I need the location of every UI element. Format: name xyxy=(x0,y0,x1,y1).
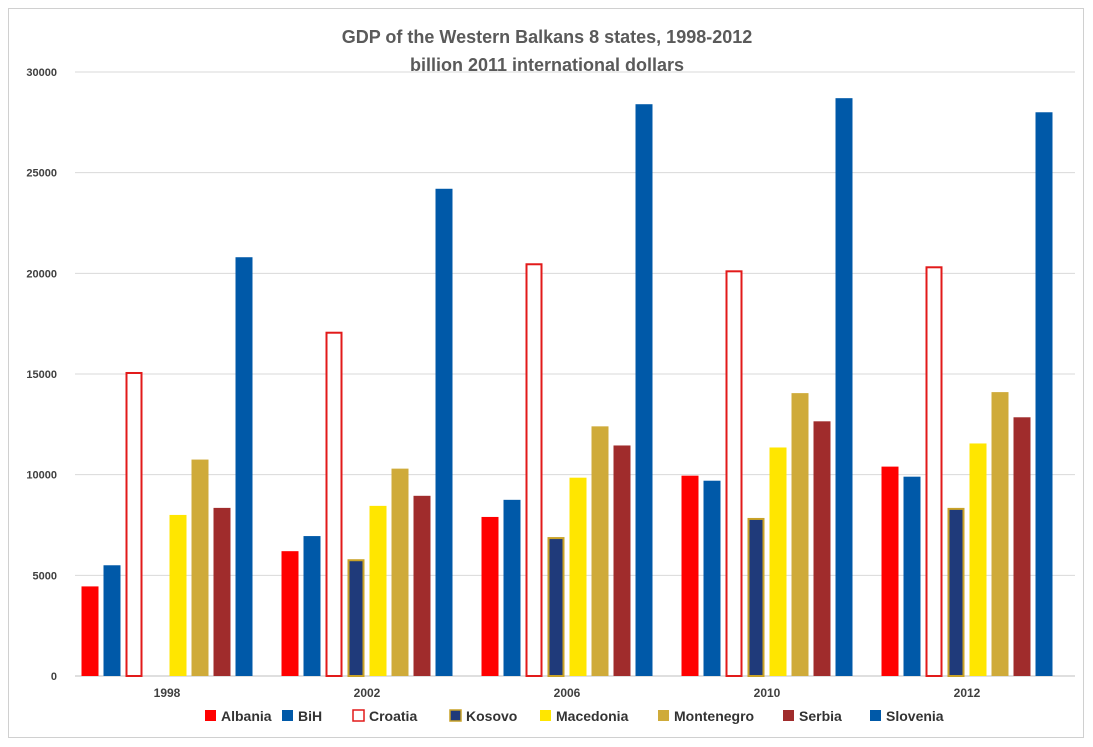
bar-croatia-2012 xyxy=(925,266,943,677)
legend-swatch xyxy=(783,710,794,721)
legend-label: Montenegro xyxy=(674,708,754,724)
x-tick-label: 1998 xyxy=(154,686,181,700)
legend-label: Serbia xyxy=(799,708,842,724)
legend-swatch xyxy=(449,709,462,722)
bar-macedonia-1998 xyxy=(169,514,187,676)
legend-label: Croatia xyxy=(369,708,417,724)
bar-serbia-2010 xyxy=(813,421,831,676)
legend-label: BiH xyxy=(298,708,322,724)
y-tick-label: 20000 xyxy=(26,268,57,280)
bars xyxy=(81,98,1053,678)
bar-slovenia-2010 xyxy=(835,98,853,676)
bar-montenegro-2012 xyxy=(991,392,1009,676)
bar-serbia-1998 xyxy=(213,507,231,676)
bar-slovenia-2012 xyxy=(1035,112,1053,677)
bar-kosovo-2012 xyxy=(947,507,965,677)
bar-croatia-2010 xyxy=(725,270,743,677)
legend-label: Macedonia xyxy=(556,708,629,724)
x-tick-label: 2006 xyxy=(554,686,581,700)
bar-montenegro-2010 xyxy=(791,393,809,676)
bar-macedonia-2002 xyxy=(369,505,387,676)
bar-serbia-2012 xyxy=(1013,417,1031,676)
y-axis: 0 5000 10000 15000 20000 25000 30000 xyxy=(26,67,57,683)
chart-subtitle: billion 2011 international dollars xyxy=(410,55,684,75)
bar-slovenia-2002 xyxy=(435,188,453,677)
legend-item-croatia: Croatia xyxy=(352,708,417,724)
legend-swatch xyxy=(282,710,293,721)
bar-montenegro-2006 xyxy=(591,426,609,676)
y-tick-label: 0 xyxy=(51,671,57,683)
bar-macedonia-2006 xyxy=(569,477,587,676)
legend-item-serbia: Serbia xyxy=(783,708,842,724)
legend-label: Slovenia xyxy=(886,708,944,724)
bar-bih-2010 xyxy=(703,480,721,676)
bar-slovenia-2006 xyxy=(635,104,653,677)
legend-label: Kosovo xyxy=(466,708,517,724)
bar-bih-1998 xyxy=(103,565,121,676)
legend-item-macedonia: Macedonia xyxy=(540,708,629,724)
legend-item-albania: Albania xyxy=(205,708,272,724)
bar-slovenia-1998 xyxy=(235,257,253,676)
legend-swatch xyxy=(540,710,551,721)
bar-serbia-2006 xyxy=(613,445,631,676)
legend-item-kosovo: Kosovo xyxy=(449,708,517,724)
bar-macedonia-2010 xyxy=(769,447,787,676)
bar-bih-2012 xyxy=(903,476,921,676)
y-tick-label: 25000 xyxy=(26,168,57,180)
bar-bih-2006 xyxy=(503,499,521,676)
bar-montenegro-2002 xyxy=(391,468,409,676)
y-tick-label: 5000 xyxy=(33,570,57,582)
bar-kosovo-2002 xyxy=(347,559,365,678)
legend-swatch xyxy=(658,710,669,721)
bar-albania-2002 xyxy=(281,551,299,676)
bar-macedonia-2012 xyxy=(969,443,987,676)
y-tick-label: 10000 xyxy=(26,470,57,482)
bar-albania-2010 xyxy=(681,475,699,676)
legend-swatch xyxy=(352,709,365,722)
x-tick-label: 2002 xyxy=(354,686,381,700)
legend-label: Albania xyxy=(221,708,272,724)
bar-croatia-2006 xyxy=(525,263,543,677)
x-tick-label: 2010 xyxy=(754,686,781,700)
legend-item-montenegro: Montenegro xyxy=(658,708,754,724)
bar-croatia-2002 xyxy=(325,331,343,677)
y-tick-label: 15000 xyxy=(26,369,57,381)
legend-item-slovenia: Slovenia xyxy=(870,708,944,724)
y-tick-label: 30000 xyxy=(26,67,57,79)
x-tick-label: 2012 xyxy=(954,686,981,700)
legend-swatch xyxy=(870,710,881,721)
legend: Albania BiH Croatia Kosovo Macedonia Monteneg… xyxy=(205,708,944,724)
legend-swatch xyxy=(205,710,216,721)
bar-kosovo-2010 xyxy=(747,517,765,677)
legend-item-bih: BiH xyxy=(282,708,322,724)
chart-title: GDP of the Western Balkans 8 states, 199… xyxy=(342,27,753,47)
x-axis: 1998 2002 2006 2010 2012 xyxy=(154,686,981,700)
bar-serbia-2002 xyxy=(413,495,431,676)
bar-albania-1998 xyxy=(81,586,99,676)
bar-albania-2012 xyxy=(881,466,899,676)
bar-bih-2002 xyxy=(303,536,321,676)
bar-albania-2006 xyxy=(481,516,499,676)
bar-montenegro-1998 xyxy=(191,459,209,676)
bar-kosovo-2006 xyxy=(547,537,565,678)
bar-croatia-1998 xyxy=(125,371,143,677)
